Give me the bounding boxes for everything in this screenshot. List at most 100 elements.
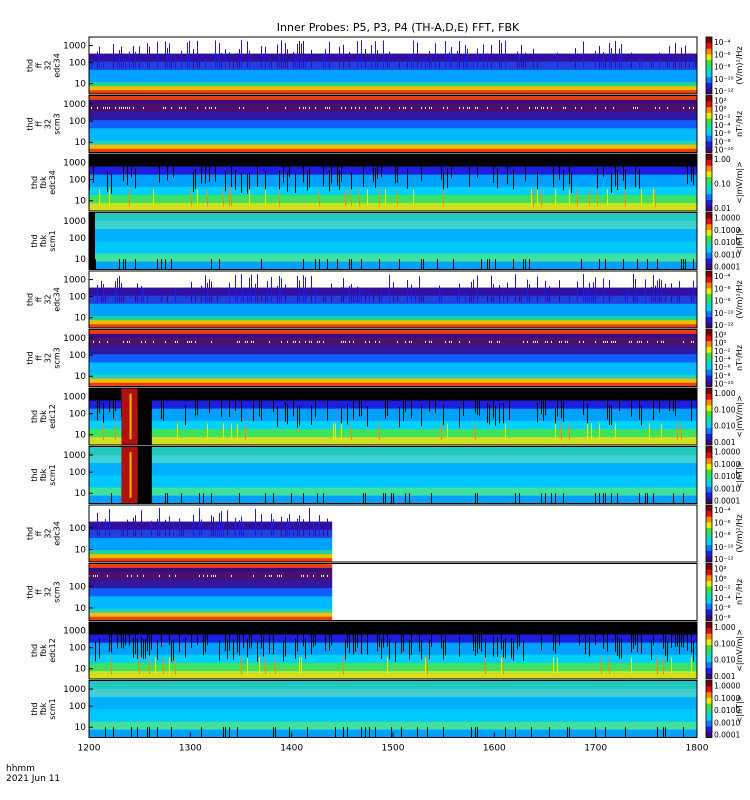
colorbar-segment xyxy=(706,667,712,674)
noise-speck xyxy=(489,340,490,343)
wave-burst xyxy=(601,58,602,69)
data-dropout xyxy=(563,401,564,422)
data-dropout xyxy=(191,627,192,648)
spectrogram-band xyxy=(89,541,333,547)
wave-burst xyxy=(215,522,216,537)
data-dropout xyxy=(347,727,348,738)
colorbar-segment xyxy=(706,393,712,400)
wave-burst xyxy=(557,52,558,69)
data-dropout xyxy=(657,259,658,270)
noise-speck xyxy=(123,106,124,109)
colorbar-tick-label: 10⁻⁶ xyxy=(714,363,731,372)
wave-burst xyxy=(187,42,188,69)
wave-burst xyxy=(229,282,230,303)
noise-speck xyxy=(351,106,352,109)
data-dropout xyxy=(311,634,312,655)
wave-burst xyxy=(269,58,270,69)
data-dropout xyxy=(147,727,148,738)
data-dropout xyxy=(637,259,638,270)
wave-burst xyxy=(381,291,382,303)
wave-burst xyxy=(653,58,654,69)
y-tick-label: 100 xyxy=(69,468,86,478)
data-dropout xyxy=(637,632,638,653)
wave-burst xyxy=(241,274,242,303)
wave-burst xyxy=(355,293,356,303)
noise-speck xyxy=(459,106,460,109)
noise-speck xyxy=(637,106,638,109)
data-dropout xyxy=(475,493,476,504)
data-dropout xyxy=(531,727,532,738)
colorbar-tick-label: 0.01 xyxy=(714,204,731,213)
data-dropout xyxy=(537,171,538,192)
data-dropout xyxy=(257,641,258,662)
noise-speck xyxy=(469,340,470,343)
colorbar-tick-label: 0.100 xyxy=(714,405,736,414)
data-dropout xyxy=(589,636,590,657)
colorbar-label: (V/m)²/Hz xyxy=(735,514,744,552)
wave-burst xyxy=(547,289,548,303)
data-dropout xyxy=(599,493,600,504)
colorbar-segment xyxy=(706,241,712,247)
data-dropout xyxy=(683,259,684,270)
data-dropout xyxy=(631,632,632,653)
spectrogram-band xyxy=(89,454,697,460)
colorbar-segment xyxy=(706,603,712,610)
saturation-region xyxy=(129,393,132,440)
noise-speck xyxy=(121,106,122,109)
panel-frame xyxy=(88,621,698,680)
spectrogram-band xyxy=(89,616,333,621)
wave-burst xyxy=(527,279,528,303)
data-dropout xyxy=(665,727,666,738)
wave-burst xyxy=(625,189,626,207)
colorbar-tick-label: 10⁻² xyxy=(714,113,731,122)
saturation-region xyxy=(121,446,138,504)
colorbar-segment xyxy=(706,475,712,481)
colorbar-segment xyxy=(706,510,712,517)
colorbar-tick-label: 10⁻⁶ xyxy=(714,284,731,293)
data-dropout xyxy=(157,640,158,661)
data-dropout xyxy=(403,631,404,652)
wave-burst xyxy=(465,44,466,69)
data-dropout xyxy=(359,396,360,417)
spectrogram-band xyxy=(89,432,697,438)
data-dropout xyxy=(479,395,480,416)
colorbar-frame xyxy=(705,36,713,95)
panel-label-line: ff xyxy=(35,589,44,595)
spectrogram-band xyxy=(89,475,697,480)
data-dropout xyxy=(475,727,476,738)
spectrogram-band xyxy=(89,81,697,87)
noise-speck xyxy=(565,340,566,343)
spectrogram-band xyxy=(89,61,697,66)
colorbar-segment xyxy=(706,422,712,429)
noise-speck xyxy=(293,340,294,343)
wave-burst xyxy=(459,40,460,69)
spectrogram-band xyxy=(89,721,697,726)
spectrogram-band xyxy=(89,345,697,351)
noise-speck xyxy=(107,340,108,343)
noise-speck xyxy=(365,340,366,343)
noise-speck xyxy=(231,574,232,577)
data-dropout xyxy=(421,639,422,660)
noise-speck xyxy=(663,340,664,343)
data-dropout xyxy=(263,636,264,657)
data-dropout xyxy=(647,259,648,270)
wave-burst xyxy=(421,287,422,303)
colorbar-tick-label: 10⁻⁴ xyxy=(714,121,731,130)
colorbar-segment xyxy=(706,118,712,125)
spectrogram-band xyxy=(89,103,697,109)
data-dropout xyxy=(513,640,514,661)
spectrogram-band xyxy=(89,567,333,572)
colorbar-segment xyxy=(706,276,712,283)
spectrogram-band xyxy=(89,341,697,347)
wave-burst xyxy=(109,189,110,207)
wave-burst xyxy=(575,48,576,69)
y-tick-label: 100 xyxy=(69,702,86,712)
colorbar-tick-label: 10⁻¹⁰ xyxy=(714,75,734,84)
data-dropout xyxy=(257,166,258,187)
wave-burst xyxy=(223,523,224,537)
wave-burst xyxy=(247,41,248,69)
colorbar-segment xyxy=(706,176,712,183)
wave-burst xyxy=(281,516,282,537)
wave-burst xyxy=(299,657,300,675)
